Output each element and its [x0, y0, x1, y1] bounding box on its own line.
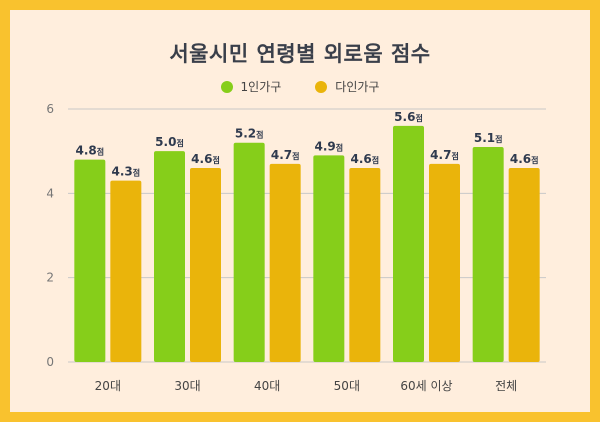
x-tick-label-40대: 40대 [254, 379, 280, 393]
data-label-전체-1인가구: 5.1점 [474, 131, 503, 145]
y-tick-label-0: 0 [46, 355, 54, 369]
data-label-50대-1인가구: 4.9점 [315, 139, 344, 153]
x-tick-label-60세 이상: 60세 이상 [400, 379, 452, 393]
data-label-60세 이상-다인가구: 4.7점 [430, 148, 459, 162]
data-label-30대-다인가구: 4.6점 [191, 152, 220, 166]
bar-60세 이상-다인가구 [429, 163, 460, 362]
legend-swatch-series-2 [315, 80, 328, 93]
chart-legend: 1인가구 다인가구 [10, 78, 590, 95]
chart-title: 서울시민 연령별 외로움 점수 [169, 42, 431, 66]
data-label-전체-다인가구: 4.6점 [510, 152, 539, 166]
legend-label-series-2: 다인가구 [335, 80, 380, 94]
bar-30대-다인가구 [190, 168, 221, 362]
bar-50대-1인가구 [313, 155, 345, 362]
data-label-20대-1인가구: 4.8점 [76, 144, 105, 158]
bar-20대-다인가구 [110, 180, 142, 362]
bar-30대-1인가구 [154, 151, 185, 362]
bar-40대-다인가구 [269, 163, 301, 362]
bar-40대-1인가구 [233, 142, 265, 362]
legend-label-series-1: 1인가구 [240, 80, 282, 94]
legend-item-series-1: 1인가구 [220, 78, 282, 95]
data-label-20대-다인가구: 4.3점 [112, 165, 141, 179]
data-label-40대-1인가구: 5.2점 [235, 127, 264, 141]
legend-item-series-2: 다인가구 [315, 78, 379, 95]
data-label-50대-다인가구: 4.6점 [351, 152, 380, 166]
x-tick-label-30대: 30대 [174, 379, 200, 393]
data-label-60세 이상-1인가구: 5.6점 [394, 110, 423, 124]
y-tick-label-2: 2 [46, 271, 54, 285]
bar-50대-다인가구 [349, 168, 381, 362]
x-tick-label-50대: 50대 [334, 379, 360, 393]
bar-전체-1인가구 [472, 146, 504, 362]
x-tick-label-20대: 20대 [95, 379, 121, 393]
legend-swatch-series-1 [220, 80, 233, 93]
data-label-40대-다인가구: 4.7점 [271, 148, 300, 162]
x-tick-label-전체: 전체 [495, 379, 517, 393]
data-label-30대-1인가구: 5.0점 [155, 135, 184, 149]
y-tick-label-4: 4 [46, 186, 54, 200]
bar-전체-다인가구 [508, 168, 540, 362]
y-tick-label-6: 6 [46, 102, 54, 116]
bar-60세 이상-1인가구 [393, 125, 424, 362]
bar-20대-1인가구 [74, 159, 106, 362]
